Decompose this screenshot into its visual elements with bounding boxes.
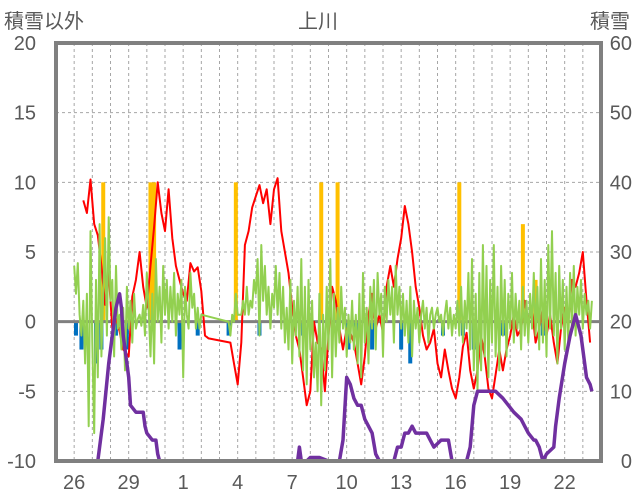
y-tick-right: 0 [621, 451, 632, 473]
left-axis-label: 積雪以外 [4, 9, 84, 33]
bar [195, 321, 200, 336]
bar [520, 224, 525, 322]
x-tick: 22 [554, 472, 576, 494]
grid [55, 42, 602, 462]
bar [457, 182, 462, 322]
plot-frame [54, 41, 603, 463]
bar [335, 182, 340, 322]
x-tick: 10 [336, 472, 358, 494]
x-tick: 7 [287, 472, 298, 494]
series-line-0 [82, 177, 592, 407]
y-tick-right: 30 [610, 242, 632, 264]
bar [370, 321, 375, 350]
bar [152, 182, 157, 322]
y-tick-left: 0 [25, 312, 36, 334]
bar [399, 321, 404, 350]
y-tick-left: 10 [14, 172, 36, 194]
y-tick-left: 20 [14, 33, 36, 55]
y-tick-left: 15 [14, 103, 36, 125]
y-tick-left: -5 [18, 381, 36, 403]
y-tick-right: 40 [610, 172, 632, 194]
bar [73, 321, 78, 336]
bar [101, 182, 106, 322]
lines-layer [73, 177, 594, 463]
y-tick-left: 5 [25, 242, 36, 264]
series-line-2 [74, 292, 594, 463]
x-tick: 16 [445, 472, 467, 494]
right-axis-label: 積雪 [590, 9, 630, 33]
bar [177, 321, 182, 350]
x-tick: 1 [178, 472, 189, 494]
x-tick: 26 [63, 472, 85, 494]
bar [148, 182, 153, 322]
bar [124, 321, 129, 350]
bar [113, 321, 118, 336]
y-tick-right: 50 [610, 103, 632, 125]
y-tick-right: 60 [610, 33, 632, 55]
y-tick-right: 10 [610, 381, 632, 403]
y-tick-left: -10 [7, 451, 36, 473]
x-tick: 13 [390, 472, 412, 494]
bar [408, 321, 413, 364]
x-tick: 29 [118, 472, 140, 494]
x-tick: 4 [232, 472, 243, 494]
bar [319, 182, 324, 322]
frame-layer [54, 41, 603, 463]
y-tick-right: 20 [610, 312, 632, 334]
bar [233, 182, 238, 322]
x-tick: 19 [499, 472, 521, 494]
chart-title: 上川 [298, 9, 338, 33]
series-line-1 [73, 216, 593, 435]
